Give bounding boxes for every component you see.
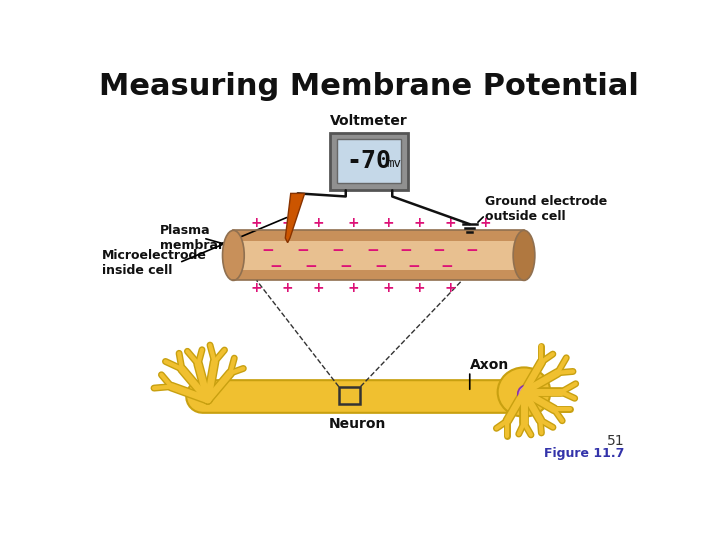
Text: +: + xyxy=(382,281,394,295)
Text: −: − xyxy=(408,259,420,274)
Text: −: − xyxy=(433,243,445,258)
Text: +: + xyxy=(444,217,456,231)
Text: −: − xyxy=(332,243,344,258)
Text: −: − xyxy=(339,259,352,274)
Text: +: + xyxy=(312,281,325,295)
Ellipse shape xyxy=(222,231,244,280)
Text: −: − xyxy=(466,243,479,258)
FancyBboxPatch shape xyxy=(337,139,401,184)
Text: 51: 51 xyxy=(607,434,625,448)
FancyBboxPatch shape xyxy=(330,132,408,190)
Ellipse shape xyxy=(498,367,550,417)
Text: Ground electrode
outside cell: Ground electrode outside cell xyxy=(485,195,608,223)
Text: −: − xyxy=(374,259,387,274)
Text: +: + xyxy=(251,217,262,231)
Text: mv: mv xyxy=(386,157,401,170)
Text: +: + xyxy=(480,217,491,231)
Text: -70: -70 xyxy=(346,150,392,173)
Ellipse shape xyxy=(518,385,536,402)
Bar xyxy=(233,241,524,269)
Polygon shape xyxy=(285,193,305,242)
Text: −: − xyxy=(400,243,413,258)
Text: +: + xyxy=(251,281,262,295)
Bar xyxy=(233,231,524,241)
Text: −: − xyxy=(366,243,379,258)
Text: +: + xyxy=(348,281,359,295)
Text: Axon: Axon xyxy=(469,358,509,372)
Text: Figure 11.7: Figure 11.7 xyxy=(544,447,625,460)
Text: +: + xyxy=(444,281,456,295)
Text: −: − xyxy=(440,259,453,274)
Text: Voltmeter: Voltmeter xyxy=(330,114,408,128)
Text: Microelectrode
inside cell: Microelectrode inside cell xyxy=(102,249,207,276)
Text: +: + xyxy=(413,217,426,231)
Text: +: + xyxy=(282,217,294,231)
Text: +: + xyxy=(348,217,359,231)
Text: Measuring Membrane Potential: Measuring Membrane Potential xyxy=(99,72,639,101)
Bar xyxy=(339,387,361,403)
Text: Neuron: Neuron xyxy=(329,417,386,431)
Text: +: + xyxy=(282,281,294,295)
Text: +: + xyxy=(413,281,426,295)
Text: Plasma
membrane: Plasma membrane xyxy=(160,224,235,252)
Text: −: − xyxy=(269,259,282,274)
Text: +: + xyxy=(312,217,325,231)
Ellipse shape xyxy=(513,231,535,280)
Text: −: − xyxy=(305,259,318,274)
Bar xyxy=(233,269,524,280)
Text: +: + xyxy=(382,217,394,231)
Text: −: − xyxy=(297,243,310,258)
Text: −: − xyxy=(262,243,274,258)
